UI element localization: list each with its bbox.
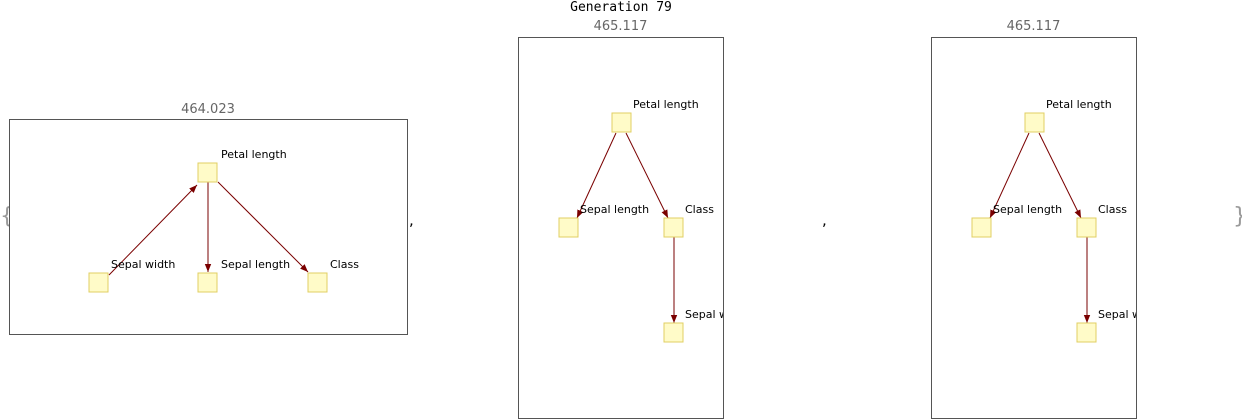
edge-petal-length-to-class (217, 181, 309, 273)
panel-1-graph: Petal length Sepal width Sepal length Cl… (88, 148, 359, 293)
panel-3-score: 465.117 (1006, 19, 1061, 34)
generation-title: Generation 79 (570, 0, 672, 15)
node-sepal-length[interactable] (558, 217, 579, 238)
edge-petal-length-to-sepal-length (576, 132, 617, 219)
node-label-class: Class (1098, 203, 1127, 216)
node-class[interactable] (663, 217, 684, 238)
separator-comma-1: , (409, 211, 414, 229)
node-class[interactable] (1076, 217, 1097, 238)
node-label-class: Class (685, 203, 714, 216)
node-sepal-width[interactable] (1076, 322, 1097, 343)
panel-2-graph: Petal length Sepal length Class Sepal wi… (558, 98, 724, 343)
node-label-sepal-length: Sepal length (580, 203, 649, 216)
panel-2-score: 465.117 (593, 19, 648, 34)
panel-3-network: Petal length Sepal length Class Sepal wi… (931, 37, 1137, 419)
node-label-petal-length: Petal length (221, 148, 287, 161)
edge-sepal-width-to-petal-length (108, 184, 198, 276)
node-petal-length[interactable] (197, 162, 218, 183)
node-label-sepal-length: Sepal length (221, 258, 290, 271)
node-sepal-width[interactable] (663, 322, 684, 343)
close-brace: } (1233, 206, 1242, 228)
panel-1-network: Petal length Sepal width Sepal length Cl… (9, 119, 408, 335)
node-sepal-length[interactable] (197, 272, 218, 293)
edge-petal-length-to-sepal-length (989, 132, 1030, 219)
node-class[interactable] (307, 272, 328, 293)
node-petal-length[interactable] (1024, 112, 1045, 133)
edge-petal-length-to-class (1038, 132, 1082, 219)
node-sepal-width[interactable] (88, 272, 109, 293)
separator-comma-2: , (822, 211, 827, 229)
node-label-petal-length: Petal length (633, 98, 699, 111)
node-label-class: Class (330, 258, 359, 271)
node-sepal-length[interactable] (971, 217, 992, 238)
node-label-sepal-length: Sepal length (993, 203, 1062, 216)
panel-2-network: Petal length Sepal length Class Sepal wi… (518, 37, 724, 419)
panel-3-graph: Petal length Sepal length Class Sepal wi… (971, 98, 1137, 343)
panel-1-score: 464.023 (181, 102, 235, 117)
node-label-sepal-width: Sepal width (1098, 308, 1137, 321)
edge-petal-length-to-class (625, 132, 669, 219)
node-label-sepal-width: Sepal width (111, 258, 175, 271)
node-label-sepal-width: Sepal width (685, 308, 724, 321)
node-label-petal-length: Petal length (1046, 98, 1112, 111)
node-petal-length[interactable] (611, 112, 632, 133)
